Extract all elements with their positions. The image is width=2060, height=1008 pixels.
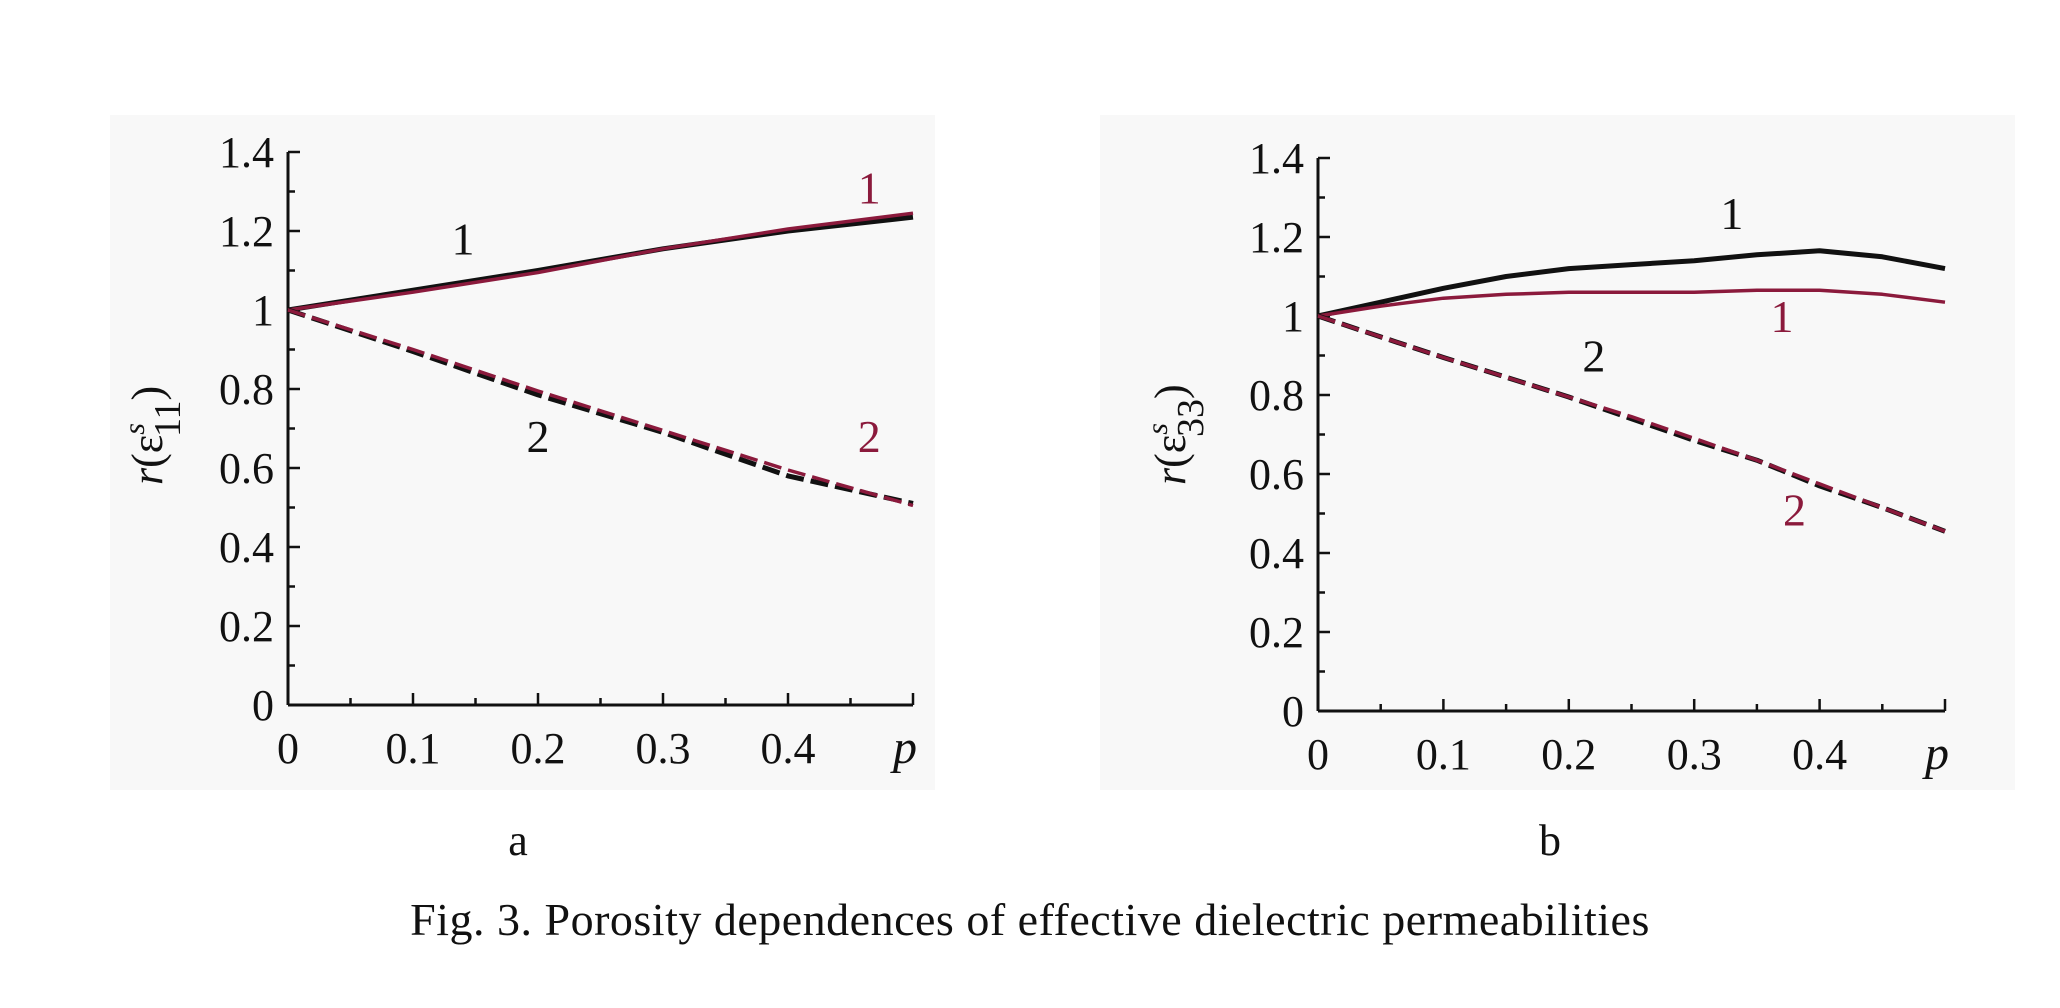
y-tick-label: 0 [252,681,274,730]
y-tick-label: 1.4 [219,128,274,177]
y-tick-label: 0.4 [219,523,274,572]
series-line-2-red [1317,314,1946,533]
y-label-close: ) [1146,384,1195,399]
y-axis-label: r(εs33) [1141,384,1212,485]
x-tick-label: 0.4 [761,724,816,773]
y-label-sub: 11 [147,400,189,437]
y-tick-label: 0.8 [219,365,274,414]
panel-letter-a: a [508,816,528,865]
y-label-base: (ε [123,435,172,468]
x-tick-label: 0.3 [1667,730,1722,779]
x-tick-label: 0.3 [636,724,691,773]
y-tick-label: 1 [252,286,274,335]
curve-label-1: 1 [452,214,475,265]
series-line-1-red [1317,288,1946,318]
y-axis-label-text: r(εs11) [118,386,189,485]
curve-label-2: 2 [1783,484,1806,535]
series-line-2-black [1317,313,1946,534]
y-tick-label: 1 [1282,292,1304,341]
y-tick-label: 0.2 [219,602,274,651]
curve-label-1: 1 [1720,188,1743,239]
y-label-r: r [123,467,172,485]
y-label-sub: 33 [1170,399,1212,437]
y-tick-label: 0.6 [219,444,274,493]
curve-label-2: 2 [1582,330,1605,381]
x-tick-label: 0.1 [386,724,441,773]
series-line-1-red [287,211,914,312]
x-tick-label: 0 [1307,730,1329,779]
y-label-base: (ε [1146,435,1195,468]
y-tick-label: 0.4 [1249,529,1304,578]
x-tick-label: 0.4 [1792,730,1847,779]
y-tick-label: 0.6 [1249,450,1304,499]
curve-label-1: 1 [858,162,881,213]
x-axis-variable: p [1922,727,1949,780]
x-tick-label: 0 [277,724,299,773]
y-label-close: ) [123,386,172,401]
y-tick-label: 0 [1282,687,1304,736]
y-axis-label: r(εs11) [118,386,189,485]
curve-label-2: 2 [527,411,550,462]
panel-b-background [1100,115,2015,790]
y-label-r: r [1146,467,1195,485]
series-line-1-black [1317,248,1946,319]
curve-label-1: 1 [1770,291,1793,342]
x-tick-label: 0.2 [1541,730,1596,779]
y-tick-label: 1.2 [219,207,274,256]
x-axis-variable: p [890,721,917,774]
x-tick-label: 0.1 [1416,730,1471,779]
curve-label-2: 2 [858,411,881,462]
x-tick-label: 0.2 [511,724,566,773]
panel-letter-b: b [1539,816,1561,865]
y-tick-label: 0.2 [1249,608,1304,657]
y-label-sup: s [118,423,151,435]
series-line-2-red [287,308,914,508]
figure-caption: Fig. 3. Porosity dependences of effectiv… [410,894,1650,945]
y-tick-label: 0.8 [1249,371,1304,420]
y-tick-label: 1.4 [1249,134,1304,183]
y-label-sup: s [1141,423,1174,435]
y-tick-label: 1.2 [1249,213,1304,262]
y-axis-label-text: r(εs33) [1141,384,1212,485]
